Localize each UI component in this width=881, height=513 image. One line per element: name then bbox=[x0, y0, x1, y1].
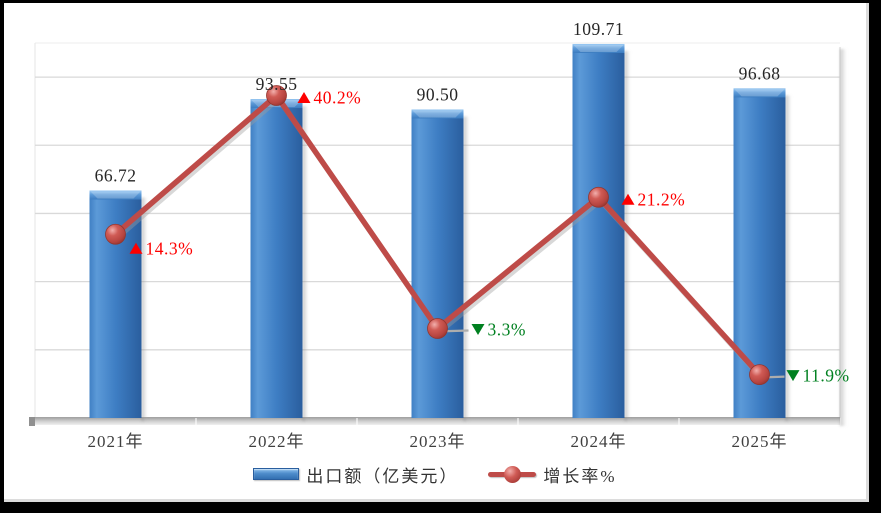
line-marker-2023年 bbox=[427, 318, 448, 339]
bar-cap bbox=[89, 190, 142, 200]
rate-label-2025年: 11.9% bbox=[786, 366, 850, 386]
value-label-2022年: 93.55 bbox=[256, 74, 298, 94]
x-axis-tick bbox=[356, 418, 358, 425]
rate-value: 14.3% bbox=[146, 238, 194, 258]
bar-2025年 bbox=[733, 88, 786, 418]
x-axis-label-2023年: 2023年 bbox=[410, 432, 466, 451]
bar-cap-highlight bbox=[734, 89, 785, 97]
x-axis-tick bbox=[195, 418, 197, 425]
x-axis-label-2024年: 2024年 bbox=[571, 432, 627, 451]
x-axis-label-2021年: 2021年 bbox=[88, 432, 144, 451]
bar-2023年 bbox=[411, 109, 464, 419]
bar-body bbox=[411, 109, 464, 419]
line-marker-2021年 bbox=[105, 223, 126, 245]
line-marker-2025年 bbox=[749, 364, 770, 386]
down-triangle-icon bbox=[471, 324, 485, 336]
bar-cap bbox=[572, 43, 625, 53]
x-axis-end-cap bbox=[29, 417, 35, 426]
value-label-2023年: 90.50 bbox=[417, 84, 459, 104]
x-axis-tick bbox=[517, 418, 519, 425]
bar-cap-highlight bbox=[412, 110, 463, 118]
rate-value: 3.3% bbox=[488, 320, 526, 340]
down-triangle-icon bbox=[786, 370, 800, 382]
shadow-layer bbox=[141, 49, 847, 426]
bar-shadow bbox=[624, 50, 631, 421]
x-axis-label-2022年: 2022年 bbox=[249, 432, 305, 451]
chart-canvas: 14.3% 40.2% 3.3% 21.2% 11.9% 66.72 93.55 90.50 1… bbox=[4, 3, 869, 502]
bar-shadow bbox=[463, 116, 470, 422]
bar-cap bbox=[411, 109, 464, 119]
x-axis-strip bbox=[35, 418, 840, 425]
rate-label-2022年: 40.2% bbox=[297, 88, 362, 108]
value-label-2024年: 109.71 bbox=[573, 19, 624, 39]
value-label-2025年: 96.68 bbox=[739, 63, 781, 83]
line-marker-2022年 bbox=[266, 85, 287, 106]
legend-item-export: 出口额（亿美元） bbox=[253, 462, 458, 487]
rate-value: 11.9% bbox=[803, 366, 850, 386]
legend-line-swatch-icon bbox=[488, 465, 537, 483]
legend-bar-label: 出口额（亿美元） bbox=[306, 466, 459, 486]
rate-label-2021年: 14.3% bbox=[129, 238, 194, 258]
rate-value: 21.2% bbox=[638, 189, 686, 209]
bar-2022年 bbox=[250, 99, 303, 419]
bar-body bbox=[250, 99, 303, 419]
up-triangle-icon bbox=[297, 92, 311, 103]
plot-right-shadow bbox=[840, 49, 847, 426]
legend-line-marker-icon bbox=[504, 465, 522, 483]
value-label-2021年: 66.72 bbox=[95, 166, 137, 186]
legend-line-label: 增长率% bbox=[543, 466, 617, 486]
up-triangle-icon bbox=[129, 242, 143, 254]
x-axis-label-2025年: 2025年 bbox=[732, 432, 788, 451]
rate-label-2023年: 3.3% bbox=[471, 320, 526, 340]
bar-cap-highlight bbox=[90, 191, 141, 199]
bar-cap bbox=[733, 88, 786, 98]
bar-cap-highlight bbox=[573, 44, 624, 52]
bar-shadow bbox=[302, 106, 309, 422]
legend-bar-swatch-icon bbox=[253, 468, 300, 480]
rate-label-2024年: 21.2% bbox=[621, 189, 686, 209]
chart-plot: 14.3% 40.2% 3.3% 21.2% 11.9% 66.72 93.55 90.50 1… bbox=[29, 19, 850, 451]
up-triangle-icon bbox=[621, 193, 635, 205]
rate-value: 40.2% bbox=[314, 88, 362, 108]
bar-2024年 bbox=[572, 43, 625, 418]
legend-item-growth: 增长率% bbox=[488, 462, 616, 487]
legend: 出口额（亿美元） 增长率% bbox=[4, 459, 866, 489]
x-axis-tick bbox=[678, 418, 680, 425]
bar-body bbox=[572, 43, 625, 418]
bar-shadow bbox=[141, 197, 148, 421]
line-marker-2024年 bbox=[588, 186, 609, 208]
bar-body bbox=[733, 88, 786, 418]
bar-shadow bbox=[785, 95, 792, 421]
